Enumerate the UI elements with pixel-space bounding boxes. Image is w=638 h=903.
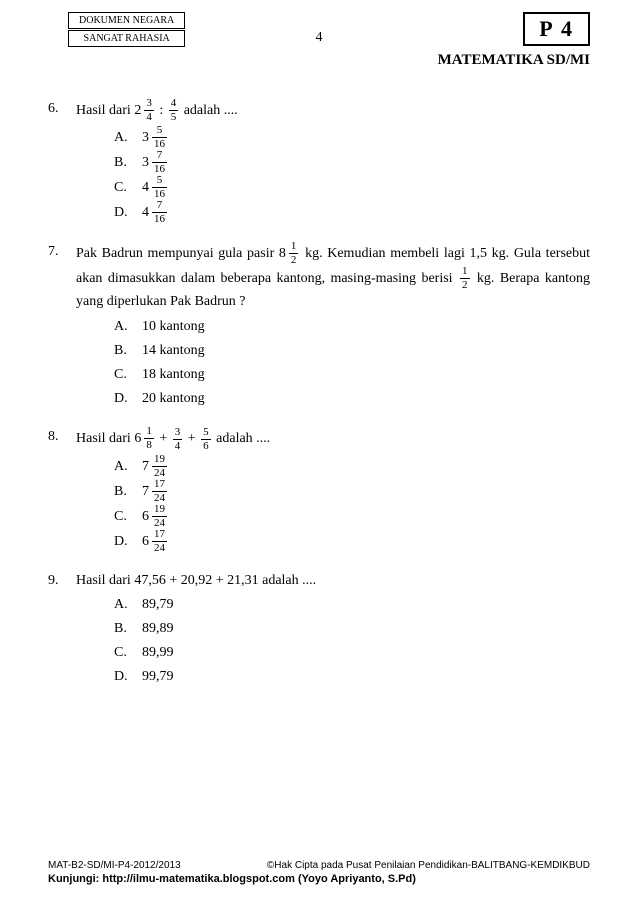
option-label: B. [114, 618, 142, 639]
option: D.61724 [114, 529, 590, 554]
option-label: A. [114, 316, 142, 337]
option: B.14 kantong [114, 338, 590, 362]
option: A.3516 [114, 125, 590, 150]
option-value: 89,79 [142, 594, 174, 615]
question-number: 7. [48, 241, 76, 410]
packet-code-box: P 4 [523, 12, 590, 46]
option-label: D. [114, 202, 142, 223]
option: D.20 kantong [114, 386, 590, 410]
option-label: B. [114, 481, 142, 502]
option-label: C. [114, 642, 142, 663]
option-label: C. [114, 364, 142, 385]
option: A.71924 [114, 454, 590, 479]
question-number: 6. [48, 98, 76, 225]
option-label: A. [114, 456, 142, 477]
option-value: 10 kantong [142, 316, 205, 337]
options-list: A.10 kantongB.14 kantongC.18 kantongD.20… [76, 314, 590, 410]
option: B.89,89 [114, 617, 590, 641]
question-stem: Hasil dari 234 : 45 adalah .... [76, 98, 590, 123]
option-value: 3716 [142, 150, 169, 175]
option-label: D. [114, 666, 142, 687]
option-label: D. [114, 531, 142, 552]
doc-state-box: DOKUMEN NEGARA [68, 12, 185, 29]
option-label: B. [114, 152, 142, 173]
option-value: 71924 [142, 454, 169, 479]
option-label: C. [114, 506, 142, 527]
question-body: Hasil dari 618 + 34 + 56 adalah .... A.71… [76, 426, 590, 553]
option: B.3716 [114, 150, 590, 175]
option-label: A. [114, 127, 142, 148]
option-value: 14 kantong [142, 340, 205, 361]
option: C.4516 [114, 175, 590, 200]
footer-doc-code: MAT-B2-SD/MI-P4-2012/2013 [48, 860, 181, 871]
option-value: 61724 [142, 529, 169, 554]
option-value: 4716 [142, 200, 169, 225]
option-value: 4516 [142, 175, 169, 200]
option-value: 18 kantong [142, 364, 205, 385]
options-list: A.71924B.71724C.61924D.61724 [76, 454, 590, 554]
subject-title: MATEMATIKA SD/MI [438, 52, 590, 69]
option-label: A. [114, 594, 142, 615]
question: 6.Hasil dari 234 : 45 adalah ....A.3516B… [48, 98, 590, 225]
options-list: A.3516B.3716C.4516D.4716 [76, 125, 590, 225]
option: A.10 kantong [114, 314, 590, 338]
option: D.99,79 [114, 665, 590, 689]
option-label: C. [114, 177, 142, 198]
questions-container: 6.Hasil dari 234 : 45 adalah ....A.3516B… [48, 98, 590, 689]
option-value: 61924 [142, 504, 169, 529]
option-label: D. [114, 388, 142, 409]
option-value: 20 kantong [142, 388, 205, 409]
option-value: 89,89 [142, 618, 174, 639]
question: 8.Hasil dari 618 + 34 + 56 adalah .... A.… [48, 426, 590, 553]
question-number: 8. [48, 426, 76, 553]
question-stem: Pak Badrun mempunyai gula pasir 812 kg. … [76, 241, 590, 312]
question: 7.Pak Badrun mempunyai gula pasir 812 kg… [48, 241, 590, 410]
option: C.18 kantong [114, 362, 590, 386]
question-number: 9. [48, 570, 76, 689]
option-value: 3516 [142, 125, 169, 150]
option: B.71724 [114, 479, 590, 504]
question-body: Pak Badrun mempunyai gula pasir 812 kg. … [76, 241, 590, 410]
confidential-box: SANGAT RAHASIA [68, 30, 185, 47]
question-stem: Hasil dari 47,56 + 20,92 + 21,31 adalah … [76, 570, 590, 591]
option: A.89,79 [114, 593, 590, 617]
footer-copyright: ©Hak Cipta pada Pusat Penilaian Pendidik… [267, 860, 590, 871]
page-number: 4 [316, 30, 323, 46]
option: C.61924 [114, 504, 590, 529]
question: 9.Hasil dari 47,56 + 20,92 + 21,31 adala… [48, 570, 590, 689]
option: C.89,99 [114, 641, 590, 665]
question-stem: Hasil dari 618 + 34 + 56 adalah .... [76, 426, 590, 451]
page-footer: MAT-B2-SD/MI-P4-2012/2013 ©Hak Cipta pad… [48, 860, 590, 885]
header-stamp: DOKUMEN NEGARA SANGAT RAHASIA [68, 12, 185, 48]
option-value: 71724 [142, 479, 169, 504]
question-body: Hasil dari 234 : 45 adalah ....A.3516B.3… [76, 98, 590, 225]
question-body: Hasil dari 47,56 + 20,92 + 21,31 adalah … [76, 570, 590, 689]
footer-link: Kunjungi: http://ilmu-matematika.blogspo… [48, 873, 590, 885]
option-label: B. [114, 340, 142, 361]
options-list: A.89,79B.89,89C.89,99D.99,79 [76, 593, 590, 689]
option-value: 89,99 [142, 642, 174, 663]
option-value: 99,79 [142, 666, 174, 687]
option: D.4716 [114, 200, 590, 225]
